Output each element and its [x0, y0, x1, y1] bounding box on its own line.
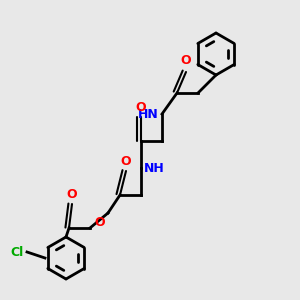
Text: Cl: Cl — [11, 245, 24, 259]
Text: O: O — [121, 155, 131, 168]
Text: NH: NH — [144, 161, 165, 175]
Text: O: O — [136, 101, 146, 114]
Text: O: O — [67, 188, 77, 201]
Text: O: O — [181, 55, 191, 68]
Text: O: O — [94, 216, 105, 229]
Text: HN: HN — [138, 107, 159, 121]
